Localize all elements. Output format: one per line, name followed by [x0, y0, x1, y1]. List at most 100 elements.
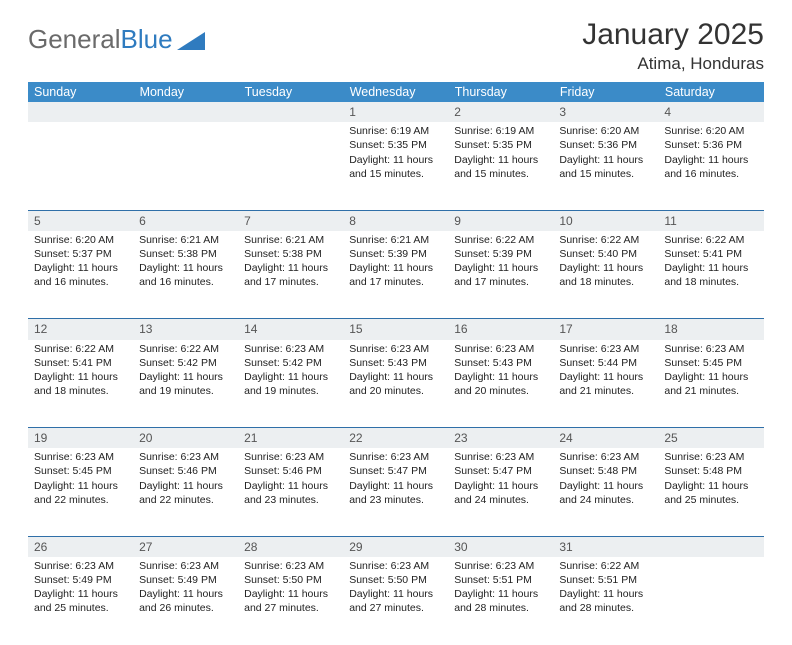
day-info-cell	[28, 122, 133, 210]
day-number-cell: 2	[448, 102, 553, 122]
weekday-header: Sunday	[28, 82, 133, 102]
sunrise-line: Sunrise: 6:19 AM	[454, 124, 547, 138]
day-info-row: Sunrise: 6:22 AMSunset: 5:41 PMDaylight:…	[28, 340, 764, 428]
day-info-cell: Sunrise: 6:23 AMSunset: 5:45 PMDaylight:…	[658, 340, 763, 428]
day-number-cell: 27	[133, 536, 238, 557]
daylight-line: Daylight: 11 hours and 24 minutes.	[559, 479, 652, 507]
sunrise-line: Sunrise: 6:23 AM	[139, 450, 232, 464]
day-number-cell: 8	[343, 210, 448, 231]
day-number-cell: 24	[553, 428, 658, 449]
sunrise-line: Sunrise: 6:23 AM	[349, 559, 442, 573]
daylight-line: Daylight: 11 hours and 23 minutes.	[349, 479, 442, 507]
day-number-cell: 18	[658, 319, 763, 340]
sunset-line: Sunset: 5:38 PM	[244, 247, 337, 261]
sunrise-line: Sunrise: 6:23 AM	[244, 559, 337, 573]
sunset-line: Sunset: 5:47 PM	[454, 464, 547, 478]
sunset-line: Sunset: 5:43 PM	[454, 356, 547, 370]
day-number-row: 1234	[28, 102, 764, 122]
day-info-cell: Sunrise: 6:20 AMSunset: 5:37 PMDaylight:…	[28, 231, 133, 319]
day-info-cell: Sunrise: 6:22 AMSunset: 5:41 PMDaylight:…	[28, 340, 133, 428]
day-number-cell: 19	[28, 428, 133, 449]
sunset-line: Sunset: 5:45 PM	[664, 356, 757, 370]
day-number-cell: 1	[343, 102, 448, 122]
daylight-line: Daylight: 11 hours and 26 minutes.	[139, 587, 232, 615]
sunrise-line: Sunrise: 6:23 AM	[559, 450, 652, 464]
day-info-cell: Sunrise: 6:23 AMSunset: 5:45 PMDaylight:…	[28, 448, 133, 536]
daylight-line: Daylight: 11 hours and 20 minutes.	[349, 370, 442, 398]
day-number-cell: 25	[658, 428, 763, 449]
day-info-cell	[133, 122, 238, 210]
weekday-header: Monday	[133, 82, 238, 102]
sunset-line: Sunset: 5:51 PM	[559, 573, 652, 587]
day-info-cell: Sunrise: 6:23 AMSunset: 5:49 PMDaylight:…	[28, 557, 133, 645]
daylight-line: Daylight: 11 hours and 28 minutes.	[454, 587, 547, 615]
sunrise-line: Sunrise: 6:23 AM	[349, 342, 442, 356]
day-info-row: Sunrise: 6:19 AMSunset: 5:35 PMDaylight:…	[28, 122, 764, 210]
day-number-cell	[658, 536, 763, 557]
day-number-cell: 3	[553, 102, 658, 122]
weekday-header: Friday	[553, 82, 658, 102]
day-info-cell: Sunrise: 6:23 AMSunset: 5:51 PMDaylight:…	[448, 557, 553, 645]
day-number-cell: 4	[658, 102, 763, 122]
daylight-line: Daylight: 11 hours and 20 minutes.	[454, 370, 547, 398]
daylight-line: Daylight: 11 hours and 24 minutes.	[454, 479, 547, 507]
daylight-line: Daylight: 11 hours and 15 minutes.	[349, 153, 442, 181]
day-info-cell: Sunrise: 6:22 AMSunset: 5:39 PMDaylight:…	[448, 231, 553, 319]
day-number-cell: 11	[658, 210, 763, 231]
sunset-line: Sunset: 5:50 PM	[244, 573, 337, 587]
sunrise-line: Sunrise: 6:23 AM	[559, 342, 652, 356]
weekday-header: Saturday	[658, 82, 763, 102]
daylight-line: Daylight: 11 hours and 19 minutes.	[244, 370, 337, 398]
day-number-cell: 12	[28, 319, 133, 340]
daylight-line: Daylight: 11 hours and 18 minutes.	[559, 261, 652, 289]
sunset-line: Sunset: 5:46 PM	[139, 464, 232, 478]
logo: GeneralBlue	[28, 18, 205, 55]
day-info-row: Sunrise: 6:20 AMSunset: 5:37 PMDaylight:…	[28, 231, 764, 319]
day-number-cell: 5	[28, 210, 133, 231]
sunrise-line: Sunrise: 6:21 AM	[139, 233, 232, 247]
daylight-line: Daylight: 11 hours and 19 minutes.	[139, 370, 232, 398]
sunrise-line: Sunrise: 6:23 AM	[139, 559, 232, 573]
daylight-line: Daylight: 11 hours and 18 minutes.	[34, 370, 127, 398]
day-info-row: Sunrise: 6:23 AMSunset: 5:49 PMDaylight:…	[28, 557, 764, 645]
day-number-row: 19202122232425	[28, 428, 764, 449]
day-info-cell: Sunrise: 6:23 AMSunset: 5:47 PMDaylight:…	[448, 448, 553, 536]
daylight-line: Daylight: 11 hours and 17 minutes.	[454, 261, 547, 289]
sunrise-line: Sunrise: 6:23 AM	[34, 559, 127, 573]
daylight-line: Daylight: 11 hours and 17 minutes.	[349, 261, 442, 289]
day-number-cell: 30	[448, 536, 553, 557]
sunrise-line: Sunrise: 6:20 AM	[664, 124, 757, 138]
daylight-line: Daylight: 11 hours and 23 minutes.	[244, 479, 337, 507]
day-number-cell: 10	[553, 210, 658, 231]
day-number-cell: 29	[343, 536, 448, 557]
day-info-cell: Sunrise: 6:19 AMSunset: 5:35 PMDaylight:…	[343, 122, 448, 210]
sunset-line: Sunset: 5:51 PM	[454, 573, 547, 587]
month-title: January 2025	[582, 18, 764, 52]
daylight-line: Daylight: 11 hours and 21 minutes.	[559, 370, 652, 398]
daylight-line: Daylight: 11 hours and 16 minutes.	[664, 153, 757, 181]
day-number-cell: 22	[343, 428, 448, 449]
day-info-cell: Sunrise: 6:23 AMSunset: 5:43 PMDaylight:…	[343, 340, 448, 428]
day-number-cell	[238, 102, 343, 122]
day-info-cell	[658, 557, 763, 645]
day-info-cell: Sunrise: 6:23 AMSunset: 5:49 PMDaylight:…	[133, 557, 238, 645]
logo-text-blue: Blue	[121, 24, 173, 55]
sunset-line: Sunset: 5:42 PM	[139, 356, 232, 370]
daylight-line: Daylight: 11 hours and 18 minutes.	[664, 261, 757, 289]
sunrise-line: Sunrise: 6:21 AM	[349, 233, 442, 247]
day-number-cell: 9	[448, 210, 553, 231]
daylight-line: Daylight: 11 hours and 16 minutes.	[139, 261, 232, 289]
sunrise-line: Sunrise: 6:23 AM	[454, 450, 547, 464]
day-info-cell: Sunrise: 6:23 AMSunset: 5:43 PMDaylight:…	[448, 340, 553, 428]
day-info-cell: Sunrise: 6:21 AMSunset: 5:38 PMDaylight:…	[133, 231, 238, 319]
daylight-line: Daylight: 11 hours and 22 minutes.	[139, 479, 232, 507]
logo-text-gray: General	[28, 24, 121, 55]
sunset-line: Sunset: 5:46 PM	[244, 464, 337, 478]
sunset-line: Sunset: 5:43 PM	[349, 356, 442, 370]
sunrise-line: Sunrise: 6:23 AM	[664, 342, 757, 356]
sunrise-line: Sunrise: 6:23 AM	[664, 450, 757, 464]
day-number-cell: 23	[448, 428, 553, 449]
weekday-header: Tuesday	[238, 82, 343, 102]
daylight-line: Daylight: 11 hours and 25 minutes.	[34, 587, 127, 615]
sunset-line: Sunset: 5:42 PM	[244, 356, 337, 370]
